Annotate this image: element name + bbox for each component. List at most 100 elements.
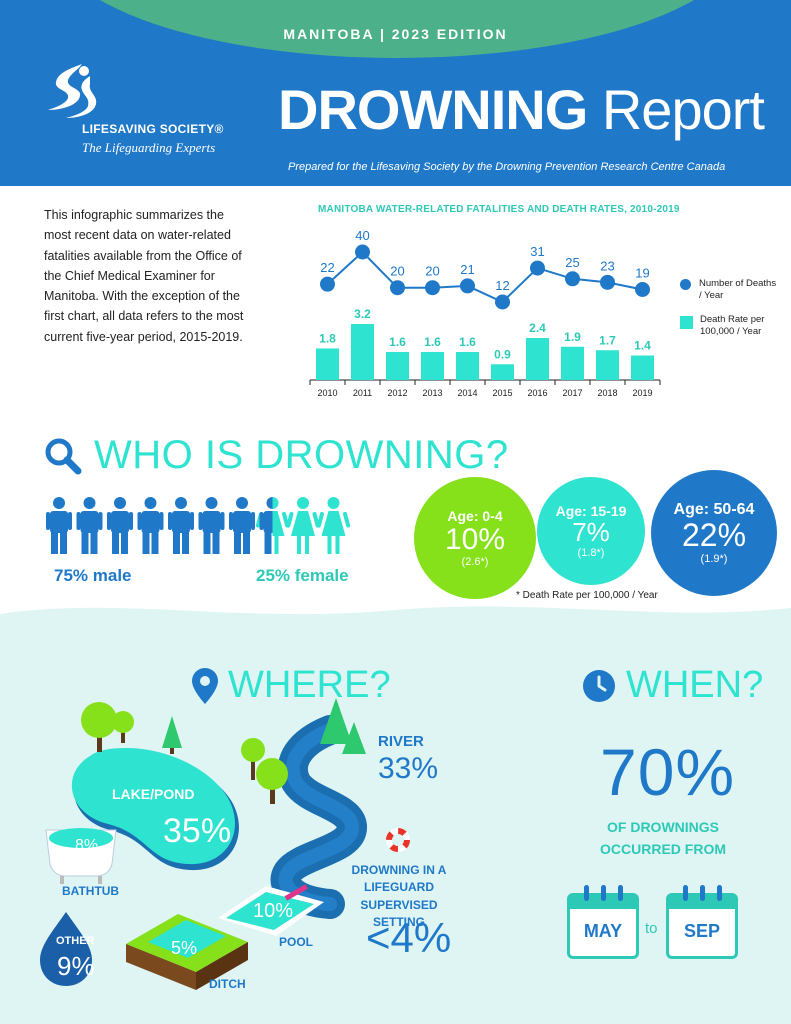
x-tick-label: 2019 — [632, 388, 652, 398]
who-title: WHO IS DROWNING? — [94, 433, 509, 477]
age-label: Age: 50-64 — [673, 501, 755, 519]
female-person-icon — [286, 497, 320, 554]
male-person-icon — [198, 497, 225, 554]
lifeguard-label: DROWNING IN A LIFEGUARD SUPERVISED SETTI… — [351, 863, 447, 930]
legend-rate-label: Death Rate per 100,000 / Year — [700, 313, 765, 337]
ditch-label: DITCH — [209, 977, 246, 991]
rate-bar — [491, 364, 514, 380]
rate-bar-label: 3.2 — [354, 307, 371, 321]
rate-bar — [421, 352, 444, 380]
legend-rate: Death Rate per 100,000 / Year — [680, 314, 780, 338]
bathtub-label: BATHTUB — [62, 884, 120, 898]
male-label: 75% male — [54, 566, 132, 585]
river-label: RIVER — [378, 733, 424, 750]
lifeguard-percent: <4% — [366, 914, 452, 961]
rate-bar-label: 1.4 — [634, 339, 651, 353]
page-subtitle: Prepared for the Lifesaving Society by t… — [288, 161, 726, 173]
age-circle-15-19: Age: 15-19 7% (1.8*) — [537, 477, 645, 585]
location-pin-icon — [192, 667, 218, 704]
deaths-point-label: 19 — [635, 266, 649, 281]
month-to: SEP — [683, 921, 721, 941]
deaths-point — [530, 260, 545, 276]
female-label: 25% female — [256, 566, 349, 585]
when-text: OF DROWNINGS OCCURRED FROM — [600, 819, 726, 857]
deaths-point-label: 25 — [565, 255, 579, 270]
rate-bar — [526, 338, 549, 380]
x-tick-label: 2016 — [527, 388, 547, 398]
deaths-point — [425, 280, 440, 296]
where-illustration — [0, 602, 791, 990]
age-circle-0-4: Age: 0-4 10% (2.6*) — [414, 477, 536, 599]
lake-label: LAKE/POND — [112, 786, 195, 802]
deaths-point-label: 40 — [355, 228, 369, 243]
x-tick-label: 2012 — [387, 388, 407, 398]
deaths-point — [390, 280, 405, 296]
lifesaving-logo-icon — [48, 64, 97, 118]
deaths-point-label: 20 — [425, 264, 439, 279]
ditch-percent: 5% — [171, 938, 198, 958]
x-tick-label: 2011 — [353, 388, 372, 398]
ditch-icon — [126, 914, 248, 990]
rate-bar-label: 1.6 — [459, 335, 476, 349]
rate-bar — [351, 324, 374, 380]
rate-bar — [561, 346, 584, 380]
pool-icon — [218, 884, 324, 936]
rate-bar-label: 1.6 — [424, 335, 441, 349]
legend-deaths: Number of Deaths / Year — [680, 278, 780, 302]
header-banner: MANITOBA | 2023 EDITION LIFESAVING SOCIE… — [0, 0, 791, 186]
gender-pictogram — [46, 496, 351, 556]
fatalities-chart: 1.820103.220111.620121.620131.620140.920… — [309, 228, 661, 398]
deaths-point — [565, 271, 580, 287]
male-person-icon — [255, 496, 290, 556]
when-title: WHEN? — [626, 664, 764, 706]
male-person-icon — [46, 497, 72, 554]
wave-edge — [0, 602, 791, 615]
brand-name: LIFESAVING SOCIETY® — [82, 122, 224, 136]
x-tick-label: 2015 — [492, 388, 512, 398]
pool-label: POOL — [279, 935, 314, 949]
deaths-point-label: 12 — [495, 278, 509, 293]
legend-dot-icon — [680, 279, 691, 290]
rate-bar-label: 1.7 — [599, 333, 616, 347]
lake-percent: 35% — [163, 812, 232, 850]
water-drop-icon — [40, 912, 92, 986]
deaths-point-label: 21 — [460, 262, 474, 277]
rate-bar — [316, 348, 339, 380]
deaths-point — [460, 278, 475, 294]
when-heading: WHEN? — [582, 664, 763, 707]
age-rate: (1.8*) — [577, 546, 605, 559]
calendar-sep-icon: SEP — [666, 885, 738, 959]
age-percent: 7% — [572, 517, 610, 548]
rate-bar — [386, 352, 409, 380]
when-percent: 70% — [600, 735, 736, 809]
rate-bar — [631, 355, 654, 380]
calendar-may-icon: MAY — [567, 885, 639, 959]
male-person-icon — [168, 497, 194, 554]
age-rate: (2.6*) — [461, 555, 489, 568]
chart-title: MANITOBA WATER-RELATED FATALITIES AND DE… — [318, 204, 680, 215]
lake-icon — [71, 748, 235, 865]
deaths-point-label: 31 — [530, 244, 544, 259]
search-icon — [45, 438, 82, 474]
pine-tree-icon — [162, 716, 182, 754]
intro-text: This infographic summarizes the most rec… — [44, 208, 244, 344]
age-rate: (1.9*) — [700, 552, 728, 565]
page-title: DROWNING Report — [278, 82, 765, 138]
x-tick-label: 2013 — [422, 388, 442, 398]
deaths-point-label: 20 — [390, 264, 404, 279]
bathtub-percent: 8% — [75, 837, 99, 854]
chart-legend: Number of Deaths / Year Death Rate per 1… — [680, 278, 780, 350]
legend-deaths-label: Number of Deaths / Year — [699, 278, 777, 301]
male-person-icon — [137, 497, 164, 554]
other-label: OTHER — [56, 935, 95, 947]
rate-bar-label: 1.6 — [389, 335, 406, 349]
death-rate-note: * Death Rate per 100,000 / Year — [516, 590, 658, 601]
rate-bar-label: 1.8 — [319, 332, 336, 346]
pool-percent: 10% — [253, 900, 294, 922]
deaths-point — [600, 274, 615, 290]
title-bold: DROWNING — [278, 78, 588, 141]
age-label: Age: 15-19 — [555, 503, 627, 520]
deaths-point — [495, 294, 510, 310]
deaths-point — [635, 282, 650, 297]
rate-bar-label: 2.4 — [529, 321, 546, 335]
